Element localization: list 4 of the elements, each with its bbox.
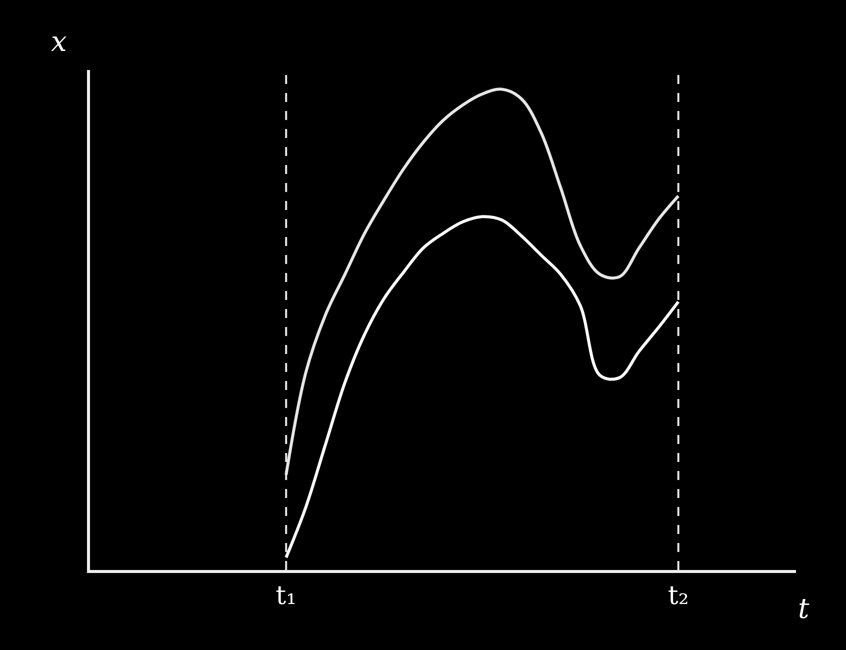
x-tick-label: t₂ — [668, 581, 689, 612]
y-axis-title: x — [51, 25, 67, 58]
x-axis-title: t — [798, 592, 810, 625]
x-tick-label: t₁ — [276, 581, 297, 612]
